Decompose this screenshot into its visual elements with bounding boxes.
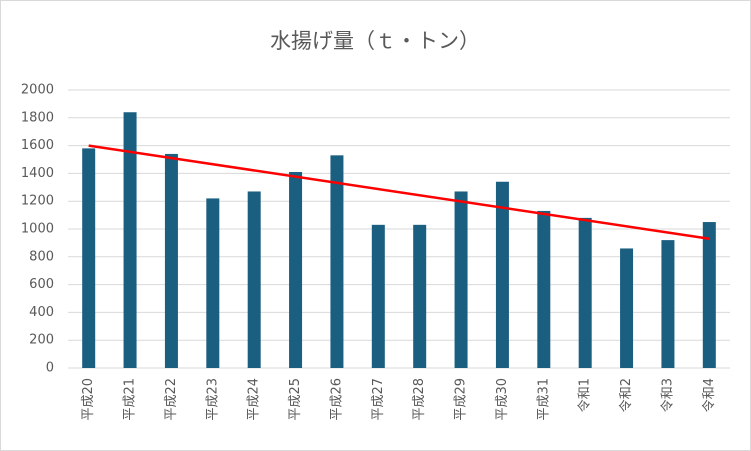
y-tick-label: 2000 <box>21 83 54 98</box>
bar <box>247 191 261 368</box>
bar <box>206 198 220 368</box>
bar <box>123 112 137 369</box>
y-tick-label: 600 <box>29 277 54 292</box>
x-tick-label: 平成22 <box>164 378 179 421</box>
bar <box>413 224 427 368</box>
bar <box>620 248 634 368</box>
x-tick-label: 令和3 <box>660 378 675 412</box>
y-tick-label: 200 <box>29 333 54 348</box>
x-tick-label: 平成23 <box>205 378 220 421</box>
x-tick-label: 平成27 <box>371 378 386 421</box>
bar <box>578 217 592 368</box>
bar <box>164 153 178 368</box>
bar <box>495 181 509 368</box>
y-tick-label: 1600 <box>21 138 54 153</box>
x-tick-label: 令和4 <box>702 378 717 412</box>
bar <box>454 191 468 368</box>
x-tick-label: 平成24 <box>247 378 262 421</box>
y-tick-label: 1400 <box>21 166 54 181</box>
x-tick-label: 平成28 <box>412 378 427 421</box>
y-tick-label: 1000 <box>21 222 54 237</box>
trend-line <box>88 144 710 240</box>
chart-title: 水揚げ量（ｔ・トン） <box>270 29 480 53</box>
bar <box>330 155 344 368</box>
x-tick-label: 平成30 <box>495 378 510 421</box>
bar <box>289 172 303 368</box>
bar <box>537 210 551 368</box>
bar <box>661 240 675 368</box>
x-tick-label: 平成26 <box>329 378 344 421</box>
y-tick-label: 1800 <box>21 110 54 125</box>
y-tick-label: 400 <box>29 305 54 320</box>
x-tick-label: 令和1 <box>578 378 593 412</box>
x-tick-label: 平成29 <box>454 378 469 421</box>
bar <box>82 148 96 368</box>
y-tick-label: 0 <box>46 361 54 376</box>
x-tick-label: 平成31 <box>536 378 551 421</box>
x-tick-label: 平成20 <box>81 378 96 421</box>
bar <box>371 224 385 368</box>
x-tick-label: 平成25 <box>288 378 303 421</box>
y-tick-label: 800 <box>29 249 54 264</box>
x-tick-label: 令和2 <box>619 378 634 412</box>
bar <box>702 222 716 368</box>
x-tick-label: 平成21 <box>123 378 138 421</box>
y-tick-label: 1200 <box>21 194 54 209</box>
